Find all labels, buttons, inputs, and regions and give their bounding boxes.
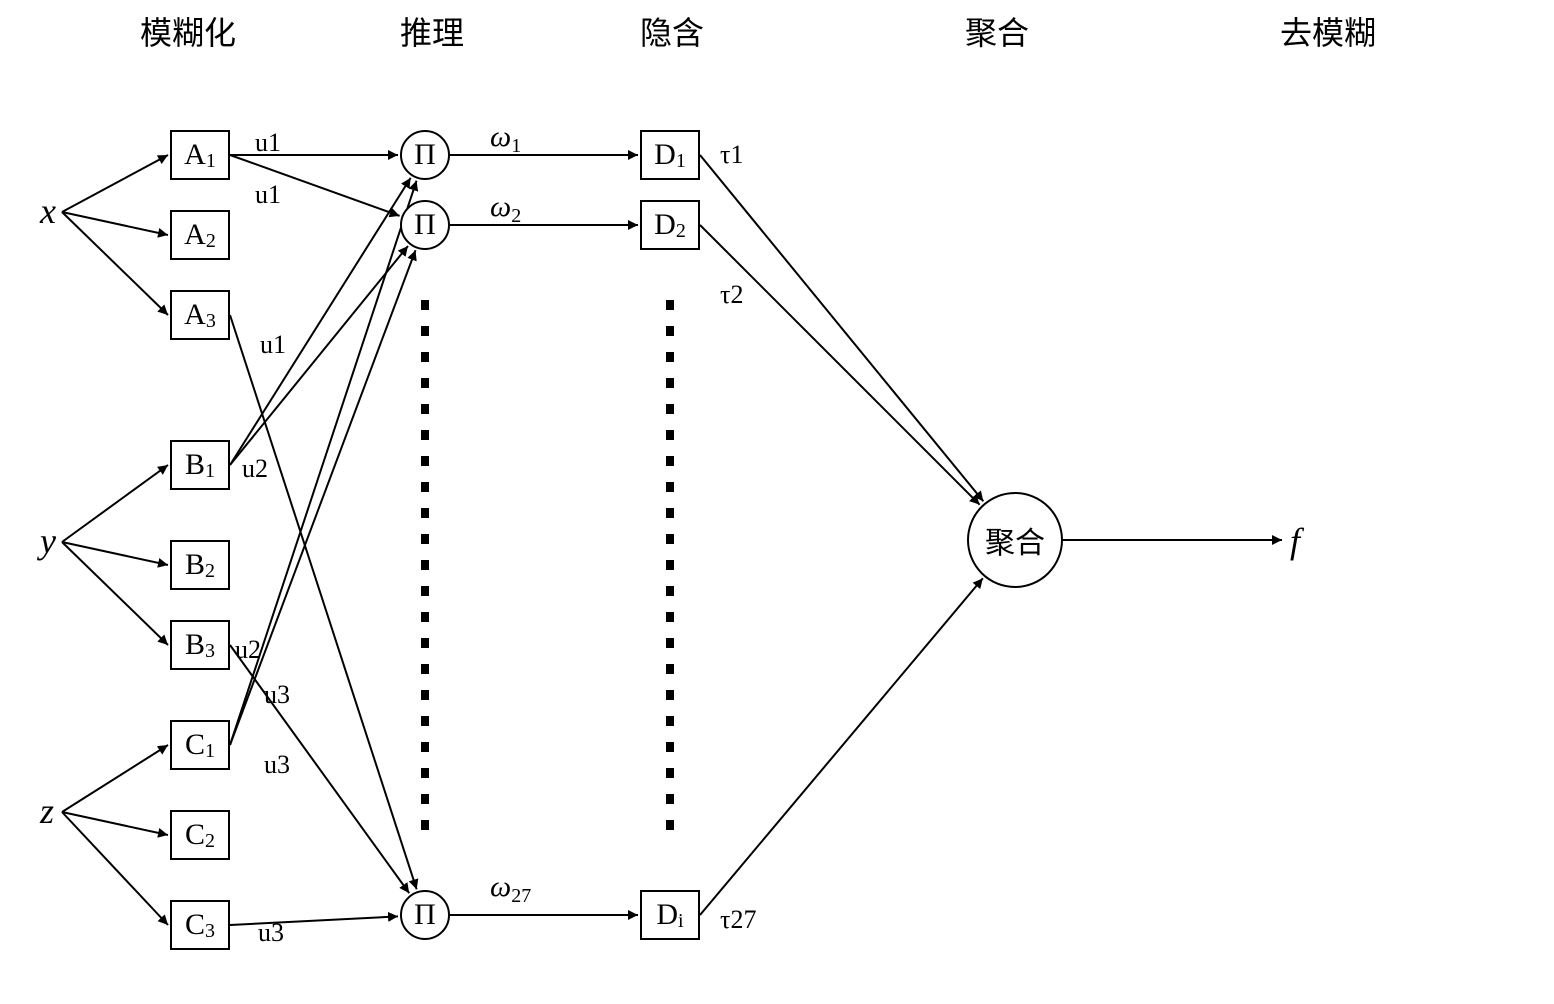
label-tau1: τ1 (720, 140, 743, 170)
label-omega27: ω27 (490, 870, 531, 904)
pi-node-2: Π (400, 200, 450, 250)
label-omega2: ω2 (490, 190, 521, 224)
header-implication: 隐含 (640, 8, 704, 54)
box-b1: B1 (170, 440, 230, 490)
label-tau27: τ27 (720, 905, 756, 935)
pi-node-27: Π (400, 890, 450, 940)
box-d1: D1 (640, 130, 700, 180)
box-a2: A2 (170, 210, 230, 260)
label-u1-c: u1 (260, 330, 286, 360)
box-c3: C3 (170, 900, 230, 950)
pi-node-1: Π (400, 130, 450, 180)
box-b3: B3 (170, 620, 230, 670)
box-di: Di (640, 890, 700, 940)
label-u1-a: u1 (255, 128, 281, 158)
label-u2-a: u2 (242, 454, 268, 484)
label-u2-b: u2 (235, 635, 261, 665)
label-u3-b: u3 (264, 750, 290, 780)
header-inference: 推理 (400, 8, 464, 54)
box-b2: B2 (170, 540, 230, 590)
box-c1: C1 (170, 720, 230, 770)
label-omega1: ω1 (490, 120, 521, 154)
output-f: f (1290, 520, 1300, 562)
box-a3: A3 (170, 290, 230, 340)
label-u1-b: u1 (255, 180, 281, 210)
label-u3-a: u3 (264, 680, 290, 710)
diagram-canvas: 模糊化 推理 隐含 聚合 去模糊 x y z A1 A2 A3 B1 B2 B3… (0, 0, 1554, 1004)
header-defuzz: 去模糊 (1280, 8, 1376, 54)
input-x: x (40, 190, 56, 232)
header-fuzzification: 模糊化 (140, 8, 236, 54)
box-a1: A1 (170, 130, 230, 180)
box-c2: C2 (170, 810, 230, 860)
aggregation-node: 聚合 (967, 492, 1063, 588)
input-y: y (40, 520, 56, 562)
box-d2: D2 (640, 200, 700, 250)
arrow-layer (0, 0, 1554, 1004)
input-z: z (40, 790, 54, 832)
header-aggregation: 聚合 (965, 8, 1029, 54)
label-tau2: τ2 (720, 280, 743, 310)
label-u3-c: u3 (258, 918, 284, 948)
